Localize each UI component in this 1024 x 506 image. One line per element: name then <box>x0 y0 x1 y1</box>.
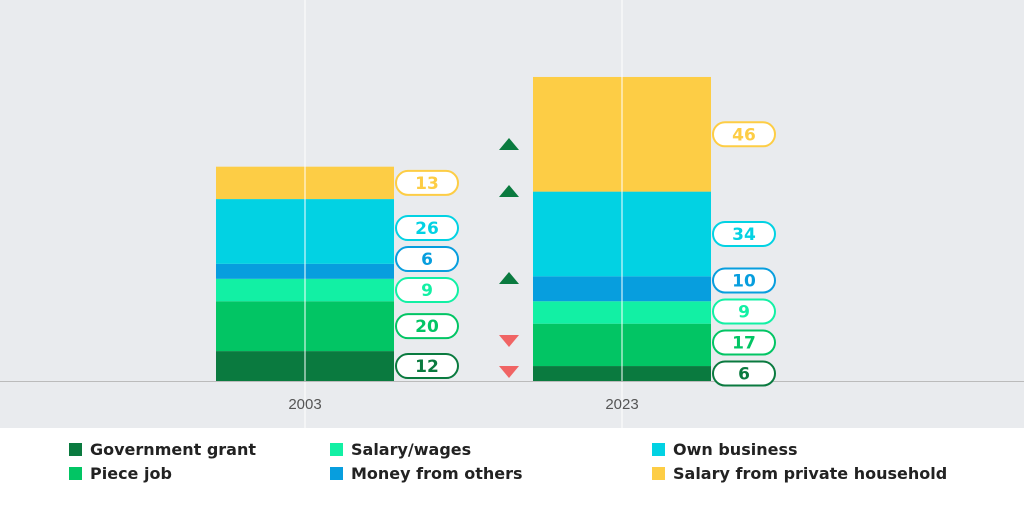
value-label-box <box>712 121 776 148</box>
legend-label: Money from others <box>351 464 523 483</box>
value-label: 6 <box>421 250 433 270</box>
legend-swatch <box>69 467 82 480</box>
legend-label: Government grant <box>90 440 256 459</box>
value-label-box <box>712 267 776 294</box>
down-arrow-icon <box>499 366 519 378</box>
down-arrow-icon <box>499 335 519 347</box>
value-label-box <box>712 298 776 325</box>
legend-swatch <box>69 443 82 456</box>
plot-background <box>0 0 1024 428</box>
value-label: 17 <box>732 334 756 354</box>
value-label-box <box>395 169 459 196</box>
value-label: 9 <box>738 303 750 323</box>
legend-label: Piece job <box>90 464 172 483</box>
up-arrow-icon <box>499 185 519 197</box>
legend-swatch <box>330 467 343 480</box>
x-tick-label: 2003 <box>288 396 321 413</box>
value-label-box <box>395 313 459 340</box>
legend-label: Salary from private household <box>673 464 948 483</box>
value-label-box <box>395 277 459 304</box>
value-label: 34 <box>732 225 756 245</box>
legend-item-money-from-others: Money from others <box>330 464 523 483</box>
up-arrow-icon <box>499 272 519 284</box>
legend-swatch <box>652 467 665 480</box>
value-label-box <box>395 246 459 273</box>
value-label: 6 <box>738 365 750 385</box>
legend-swatch <box>330 443 343 456</box>
legend: Government grant Salary/wages Own busine… <box>0 428 1024 506</box>
value-label: 20 <box>415 317 439 337</box>
value-label-box <box>712 329 776 356</box>
value-label-box <box>395 353 459 380</box>
legend-item-own-business: Own business <box>652 440 797 459</box>
legend-item-salary-private-household: Salary from private household <box>652 464 947 483</box>
value-label: 26 <box>415 219 439 239</box>
value-label-box <box>712 360 776 387</box>
stacked-bar-chart: 2003 2023 12 20 9 6 26 13 6 17 9 10 34 46 <box>0 0 1024 428</box>
legend-item-salary-wages: Salary/wages <box>330 440 471 459</box>
value-label: 12 <box>415 357 439 377</box>
legend-item-piece-job: Piece job <box>69 464 172 483</box>
value-label: 13 <box>415 174 439 194</box>
legend-swatch <box>652 443 665 456</box>
value-label: 10 <box>732 272 756 292</box>
value-label: 46 <box>732 125 756 145</box>
legend-label: Own business <box>673 440 798 459</box>
x-tick-label: 2023 <box>605 396 638 413</box>
up-arrow-icon <box>499 138 519 150</box>
value-label-box <box>712 220 776 247</box>
legend-label: Salary/wages <box>351 440 472 459</box>
value-label-box <box>395 215 459 242</box>
value-label: 9 <box>421 281 433 301</box>
legend-item-government-grant: Government grant <box>69 440 256 459</box>
